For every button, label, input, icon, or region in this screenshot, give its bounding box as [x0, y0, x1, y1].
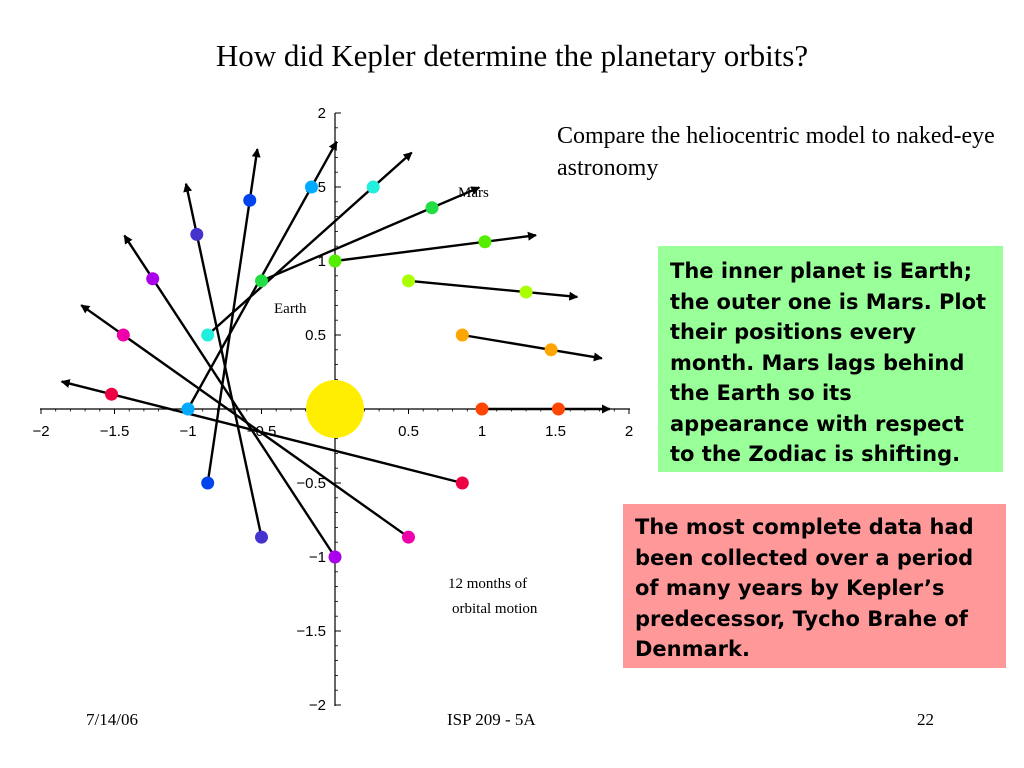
- mars-position-dot: [544, 343, 558, 357]
- y-tick-label: 2: [318, 105, 326, 122]
- sight-line-arrow: [408, 279, 579, 301]
- mars-position-dot: [116, 328, 130, 342]
- x-tick-label: −1.5: [100, 423, 130, 440]
- sun: [306, 380, 364, 438]
- mars-position-dot: [190, 227, 204, 241]
- caption-line-1: 12 months of: [448, 576, 527, 592]
- earth-position-dot: [255, 274, 268, 288]
- footer-date: 7/14/06: [86, 710, 138, 729]
- mars-position-dot: [478, 235, 492, 249]
- y-tick-label: −1.5: [296, 623, 326, 640]
- sight-line-arrow: [334, 231, 537, 263]
- mars-label: Mars: [458, 185, 489, 201]
- earth-position-dot: [402, 530, 415, 544]
- sight-line-arrow: [60, 379, 463, 485]
- sight-line-arrow: [462, 333, 603, 362]
- footer-page-number: 22: [917, 710, 934, 729]
- y-tick-label: −1: [309, 549, 326, 566]
- slide-subtitle: Compare the heliocentric model to naked-…: [557, 123, 995, 181]
- earth-position-dot: [255, 530, 268, 544]
- sight-line-arrow: [123, 234, 337, 558]
- x-tick-label: 2: [625, 423, 633, 440]
- caption-line-2: orbital motion: [452, 601, 538, 617]
- earth-position-dot: [328, 550, 342, 564]
- earth-position-dot: [181, 402, 195, 416]
- mars-position-dot: [366, 180, 380, 194]
- earth-position-dot: [455, 328, 469, 342]
- planet-positions: [105, 180, 565, 564]
- y-tick-label: 0.5: [305, 327, 326, 344]
- x-tick-label: 1.5: [545, 423, 566, 440]
- mars-position-dot: [304, 180, 318, 194]
- mars-position-dot: [425, 201, 439, 215]
- mars-position-dot: [519, 285, 533, 299]
- earth-position-dot: [201, 328, 215, 342]
- pink-explanation-box: The most complete data had been collecte…: [623, 504, 1006, 668]
- mars-position-dot: [243, 193, 257, 207]
- earth-label: Earth: [274, 301, 307, 317]
- x-tick-label: 1: [478, 423, 486, 440]
- earth-position-dot: [455, 476, 469, 490]
- earth-position-dot: [328, 254, 342, 268]
- mars-position-dot: [105, 387, 119, 401]
- sight-line-arrow: [261, 186, 481, 282]
- footer-course: ISP 209 - 5A: [447, 710, 536, 729]
- x-tick-label: −2: [32, 423, 49, 440]
- earth-position-dot: [201, 476, 215, 490]
- sight-lines: [60, 140, 611, 558]
- y-tick-label: 1: [318, 253, 326, 270]
- mars-position-dot: [146, 272, 160, 286]
- sight-line-arrow: [80, 304, 410, 539]
- y-tick-label: −0.5: [296, 475, 326, 492]
- green-explanation-box: The inner planet is Earth; the outer one…: [658, 246, 1003, 472]
- sight-line-arrow: [183, 182, 263, 538]
- earth-position-dot: [475, 402, 489, 416]
- slide-title: How did Kepler determine the planetary o…: [215, 38, 809, 73]
- earth-position-dot: [402, 274, 415, 288]
- x-tick-label: −1: [179, 423, 196, 440]
- y-tick-label: −2: [309, 697, 326, 714]
- x-tick-label: 0.5: [398, 423, 419, 440]
- mars-position-dot: [551, 402, 565, 416]
